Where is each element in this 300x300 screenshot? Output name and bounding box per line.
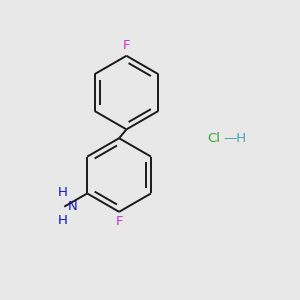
Text: F: F [123, 39, 130, 52]
Text: N: N [68, 200, 77, 213]
Text: H: H [58, 214, 68, 227]
Text: H: H [58, 186, 68, 199]
Text: F: F [115, 215, 123, 228]
Text: Cl: Cl [207, 132, 220, 145]
Text: —H: —H [224, 132, 247, 145]
